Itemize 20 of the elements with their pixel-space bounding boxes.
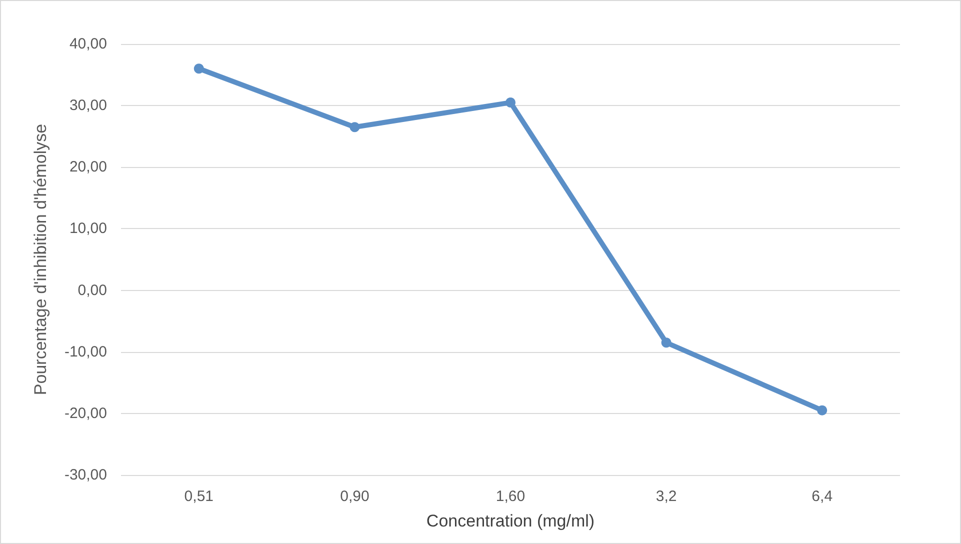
x-tick-label: 0,90	[340, 488, 370, 505]
x-axis-title: Concentration (mg/ml)	[426, 512, 595, 530]
x-tick-label: 3,2	[656, 488, 677, 505]
x-tick-label: 0,51	[184, 488, 214, 505]
x-tick-label: 6,4	[812, 488, 833, 505]
point	[506, 97, 516, 108]
point	[661, 338, 672, 348]
point	[817, 405, 828, 416]
y-tick-label: -30,00	[64, 466, 107, 484]
point	[194, 64, 204, 74]
y-axis-title: Pourcentage d'inhibition d'hémolyse	[31, 124, 50, 396]
y-tick-label: -10,00	[64, 343, 107, 360]
point	[350, 122, 360, 132]
y-tick-label: -20,00	[64, 404, 107, 422]
y-tick-label: 40,00	[69, 36, 107, 52]
x-tick-label: 1,60	[496, 488, 526, 505]
y-tick-label: 0,00	[78, 282, 107, 299]
y-tick-label: 10,00	[69, 220, 107, 238]
y-tick-label: 30,00	[69, 97, 107, 114]
y-tick-label: 20,00	[69, 158, 107, 176]
